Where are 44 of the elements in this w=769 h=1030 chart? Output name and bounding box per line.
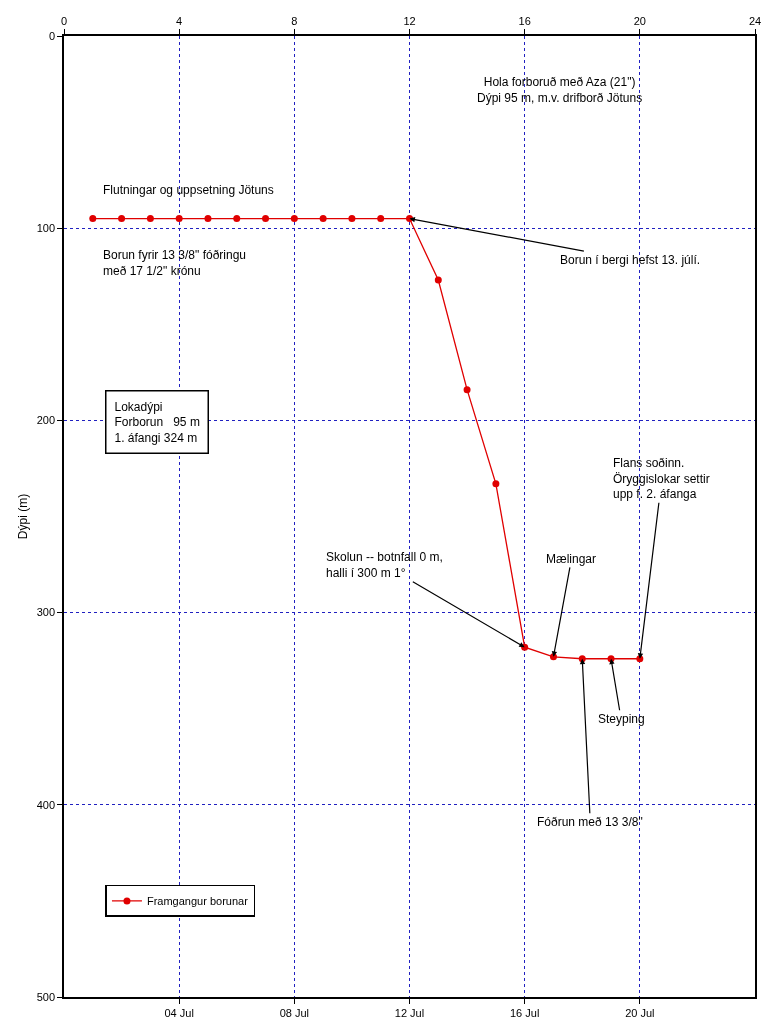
point — [377, 215, 385, 223]
y-tick-label: 100 — [36, 222, 56, 235]
annotation: Flutningar og uppsetning Jötuns — [103, 183, 274, 197]
x-tick-label: 20 Jul — [625, 1006, 655, 1019]
point — [290, 215, 298, 223]
point — [434, 276, 442, 284]
point — [262, 215, 270, 223]
point — [233, 215, 241, 223]
annotation: Hola forboruð með Aza (21") Dýpi 95 m, m.v. drifborð Jötuns — [477, 75, 643, 105]
x2-tick-label: 4 — [176, 14, 183, 27]
x2-tick-label: 8 — [291, 14, 298, 27]
y-tick-label: 500 — [36, 990, 56, 1003]
y-tick-label: 400 — [36, 798, 56, 811]
x2-tick-label: 12 — [403, 14, 416, 27]
point — [463, 386, 471, 394]
x-tick-label: 04 Jul — [164, 1006, 194, 1019]
point — [118, 215, 126, 223]
y-tick-label: 200 — [36, 414, 56, 427]
point — [146, 215, 154, 223]
legend-label: Framgangur borunar — [146, 895, 249, 908]
y-tick-label: 300 — [36, 606, 56, 619]
x-tick-label: 12 Jul — [394, 1006, 425, 1019]
point — [492, 480, 500, 488]
point — [319, 215, 327, 223]
annotation: Borun í bergi hefst 13. júlí. — [560, 253, 701, 267]
annotation: Steyping — [598, 712, 645, 726]
x-tick-label: 16 Jul — [509, 1006, 540, 1019]
annotation: Borun fyrir 13 3/8" fóðringu með 17 1/2" krónu — [103, 248, 247, 278]
annotation: Skolun -- botnfall 0 m, halli í 300 m 1° — [326, 550, 443, 580]
x2-tick-label: 20 — [633, 14, 646, 27]
annotation: Lokadýpi Forborun 95 m 1. áfangi 324 m — [114, 399, 200, 445]
point — [348, 215, 356, 223]
x2-tick-label: 24 — [748, 14, 762, 27]
point — [204, 215, 212, 223]
point — [175, 215, 183, 223]
x2-tick-label: 0 — [60, 14, 68, 27]
y-tick-label: 0 — [48, 29, 56, 42]
x-tick-label: 08 Jul — [279, 1006, 310, 1019]
annotation: Mælingar — [546, 552, 597, 566]
annotation: Fóðrun með 13 3/8" — [537, 815, 643, 829]
point — [89, 215, 97, 223]
x2-tick-label: 16 — [518, 14, 531, 27]
y-axis-title: Dýpi (m) — [16, 493, 31, 540]
annotation: Flans soðinn. Öryggislokar settir upp f. 2. áfanga — [613, 456, 710, 502]
